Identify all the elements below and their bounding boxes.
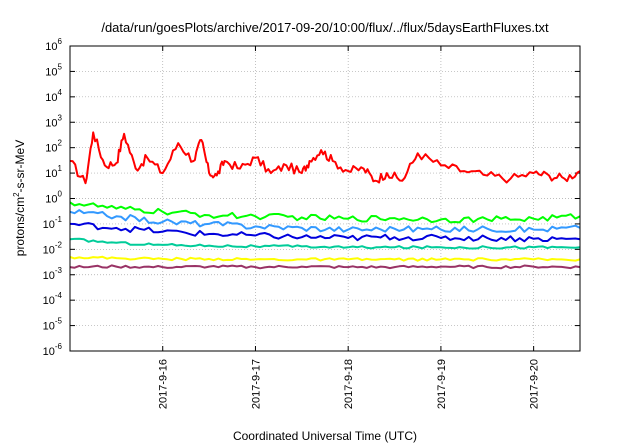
y-tick-labels: 10-6 10-5 10-4 10-3 10-2 10-1 100 101 102 103 104 1… [43,37,63,358]
y-tick-label: 10-2 [43,240,63,256]
y-tick-label: 10-6 [43,342,63,358]
y-tick-label: 106 [45,37,62,53]
y-tick-label: 10-4 [43,291,63,307]
x-tick-label: 2017-9-19 [436,359,448,409]
y-tick-label: 101 [45,164,62,180]
y-tick-label: 10-3 [43,266,63,282]
y-axis-label-rest: -s-sr-MeV [13,140,27,193]
plot-frame [69,45,581,352]
y-tick-label: 102 [45,139,62,155]
x-tick-label: 2017-9-18 [343,359,355,409]
y-tick-label: 100 [45,190,62,206]
x-axis-label: Coordinated Universal Time (UTC) [233,429,417,443]
series-line-1 [69,131,581,185]
series-line-3 [69,209,581,233]
y-axis-label-base: protons/cm [13,197,27,256]
y-tick-label: 104 [45,88,62,104]
series-line-4 [69,222,581,243]
chart-title: /data/run/goesPlots/archive/2017-09-20/1… [101,20,549,35]
series-line-2 [69,201,581,224]
series-line-6 [69,255,581,262]
x-tick-labels: 2017-9-16 2017-9-17 2017-9-18 2017-9-19 2017… [158,359,541,409]
y-tick-label: 105 [45,62,62,78]
series-line-5 [69,237,581,250]
series-lines [69,131,581,270]
x-tick-label: 2017-9-20 [529,359,541,409]
y-tick-label: 10-1 [43,215,63,231]
x-tick-label: 2017-9-16 [158,359,170,409]
y-axis-label-sup: 2 [12,192,21,197]
grid [70,45,580,352]
y-axis-label: protons/cm2-s-sr-MeV [12,140,27,256]
series-line-7 [69,264,581,270]
y-tick-label: 10-5 [43,317,63,333]
x-tick-label: 2017-9-17 [250,359,262,409]
y-tick-label: 103 [45,113,62,129]
